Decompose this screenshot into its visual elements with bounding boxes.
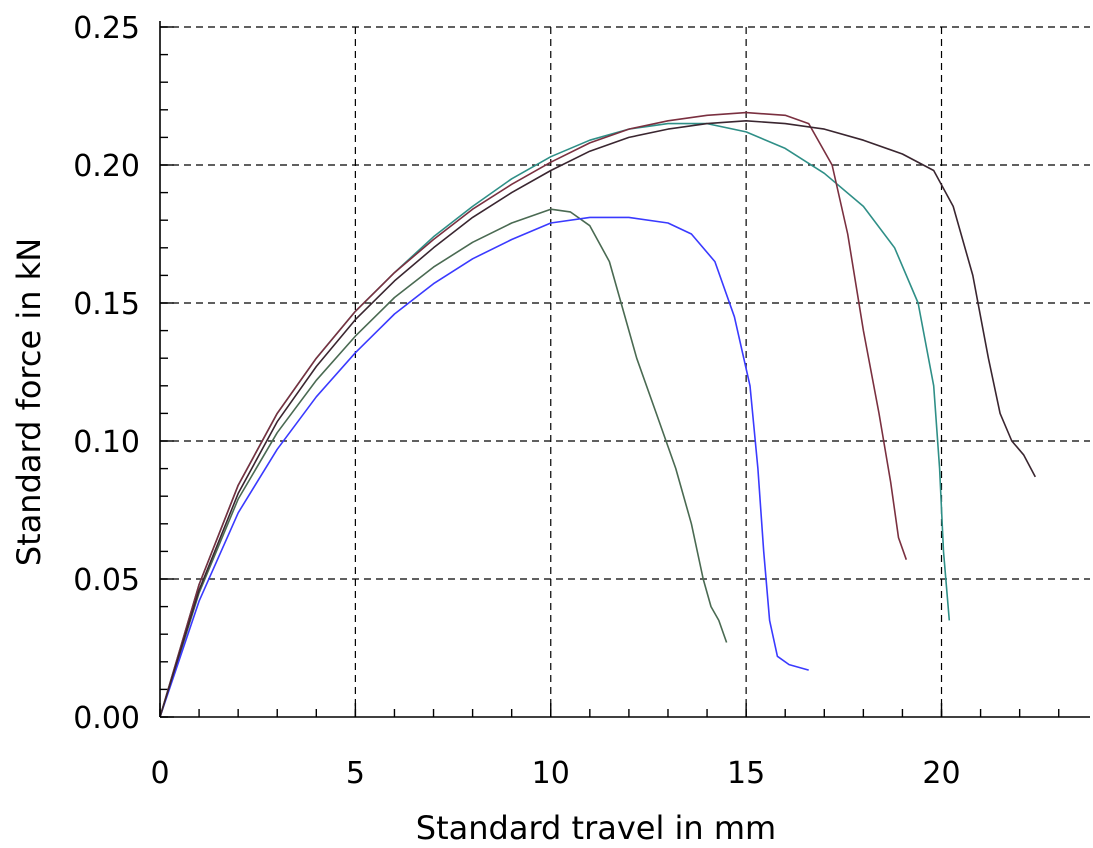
- x-tick-label: 20: [922, 756, 960, 791]
- y-tick-label: 0.00: [73, 701, 140, 736]
- x-tick-label: 15: [727, 756, 765, 791]
- y-tick-label: 0.25: [73, 11, 140, 46]
- x-tick-label: 0: [150, 756, 169, 791]
- y-tick-label: 0.15: [73, 287, 140, 322]
- y-tick-label: 0.10: [73, 425, 140, 460]
- minor-ticks: [159, 26, 1060, 718]
- series-line-1: [159, 208, 728, 718]
- y-axis-label: Standard force in kN: [10, 238, 48, 566]
- x-tick-label: 5: [346, 756, 365, 791]
- x-tick-labels: 0 5 10 15 20: [150, 756, 960, 791]
- series-line-5: [159, 120, 1037, 718]
- axes: [159, 21, 1090, 718]
- y-tick-label: 0.20: [73, 149, 140, 184]
- y-tick-label: 0.05: [73, 563, 140, 598]
- x-tick-label: 10: [532, 756, 570, 791]
- series-line-2: [159, 216, 809, 718]
- x-axis-label: Standard travel in mm: [416, 809, 776, 847]
- data-series: [159, 111, 1037, 718]
- grid-lines: [160, 26, 1090, 717]
- y-tick-labels: 0.00 0.05 0.10 0.15 0.20 0.25: [73, 11, 140, 736]
- series-line-4: [159, 111, 908, 718]
